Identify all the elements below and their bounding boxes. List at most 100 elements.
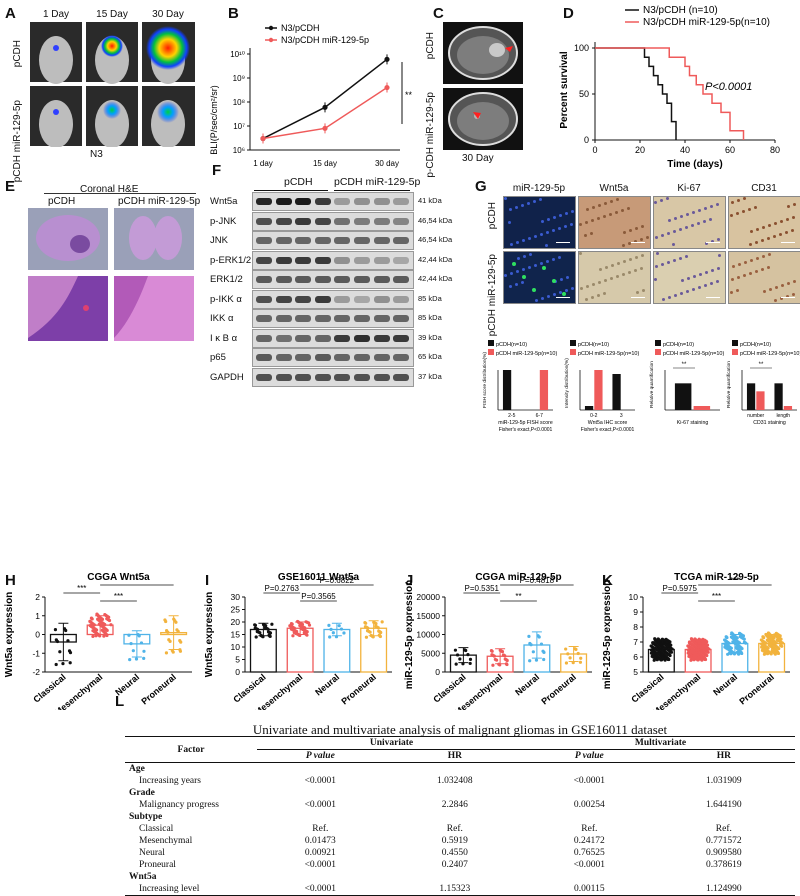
data-point [139, 641, 144, 645]
cell-nucleus [668, 219, 671, 222]
cell-nucleus [742, 210, 745, 213]
e-col-pcdh: pCDH [48, 196, 76, 207]
blot-band [334, 237, 351, 244]
ytick-label: 5 [633, 667, 638, 677]
b-point [384, 56, 390, 62]
data-point [364, 635, 369, 639]
g-bar [674, 383, 692, 410]
cell-nucleus [529, 253, 532, 256]
b-legend-marker-mir [268, 37, 274, 43]
cell-nucleus [779, 233, 782, 236]
cell-nucleus [762, 226, 765, 229]
value-cell [257, 763, 384, 776]
chart-ylabel: Wnt5a expression [204, 592, 215, 678]
cell-nucleus [750, 259, 753, 262]
panel-label-g: G [475, 178, 487, 195]
ytick-label: -1 [32, 648, 40, 658]
data-point [128, 658, 132, 662]
g-col-wnt5a: Wnt5a [599, 183, 629, 194]
blot-band [256, 334, 272, 342]
data-point [490, 653, 494, 657]
b-sig: ** [405, 90, 413, 100]
data-point [129, 641, 133, 646]
d-xtick-label: 80 [770, 145, 780, 155]
data-point [702, 655, 706, 659]
fish-signal [532, 288, 536, 292]
data-point [764, 632, 768, 637]
data-point [700, 649, 704, 653]
data-point [307, 623, 312, 627]
fish-signal [552, 279, 556, 283]
g-legend-swatch-pcdh [488, 340, 494, 346]
sig-label: * [135, 576, 138, 585]
cell-nucleus [780, 297, 783, 300]
cell-nucleus [705, 271, 708, 274]
sig-label: ** [515, 592, 521, 601]
blot-band [393, 295, 410, 303]
blot-kda-label: 42,44 kDa [418, 254, 453, 264]
g-bar [693, 406, 711, 410]
data-point [779, 643, 783, 648]
g-legend-swatch-mir [655, 349, 661, 355]
g-note: Fisher's exact,P<0.0001 [499, 427, 553, 433]
value-cell [526, 811, 653, 823]
cell-nucleus [598, 204, 601, 207]
blot-band [393, 276, 410, 283]
scale-bar [556, 296, 570, 298]
cell-nucleus [629, 258, 632, 261]
cell-nucleus [716, 203, 719, 206]
cell-nucleus [616, 275, 619, 278]
value-cell: 0.00115 [574, 884, 605, 894]
cell-nucleus [767, 237, 770, 240]
l-head-uni-hr: HR [447, 751, 462, 761]
cell-nucleus [629, 229, 632, 232]
data-point [255, 629, 259, 634]
cell-nucleus [603, 292, 606, 295]
d-xtick-label: 0 [592, 145, 597, 155]
cell-nucleus [611, 264, 614, 267]
g-bar [584, 406, 594, 410]
cell-nucleus [598, 281, 601, 284]
data-point [650, 654, 654, 658]
blot-band [334, 198, 351, 205]
value-cell [257, 787, 384, 799]
g-ylabel: Relative quantification [726, 361, 732, 408]
micrograph-tile [578, 196, 651, 249]
f-group-pcdh: pCDH [284, 176, 313, 188]
cell-nucleus [545, 244, 548, 247]
cell-nucleus [610, 277, 613, 280]
data-point [167, 638, 171, 642]
f-group-mir: pCDH miR-129-5p [334, 176, 421, 188]
cell-nucleus [522, 239, 525, 242]
value-cell: 0.01473 [304, 836, 336, 846]
cell-nucleus [571, 210, 574, 213]
value-cell: 0.2407 [441, 860, 468, 870]
data-point [327, 623, 331, 627]
value-cell [653, 787, 795, 799]
blot-protein-label: IKK α [210, 313, 234, 324]
data-point [163, 618, 167, 622]
blot-band [314, 334, 331, 342]
data-point [142, 656, 146, 660]
data-point [329, 627, 333, 631]
blot-band [373, 217, 390, 225]
data-point [723, 645, 727, 649]
data-point [91, 629, 95, 633]
data-point [458, 657, 462, 661]
cell-nucleus [591, 219, 594, 222]
blot-band [275, 256, 292, 264]
data-point [542, 657, 546, 662]
cell-nucleus [680, 292, 683, 295]
micrograph-tile [503, 251, 576, 304]
cell-nucleus [654, 201, 657, 204]
factor-cell: Age [129, 764, 145, 774]
blot-band [373, 295, 390, 303]
value-cell: 1.031909 [706, 776, 742, 786]
blot-band [275, 315, 292, 322]
cell-nucleus [685, 226, 688, 229]
cell-nucleus [787, 205, 790, 208]
cell-nucleus [599, 268, 602, 271]
cell-nucleus [570, 223, 573, 226]
value-cell: <0.0001 [304, 884, 337, 894]
blot-strip [252, 328, 414, 348]
